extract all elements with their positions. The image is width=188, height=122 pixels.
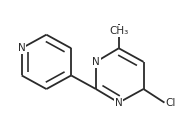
- Text: Cl: Cl: [165, 98, 176, 108]
- Text: N: N: [115, 98, 123, 108]
- Text: N: N: [18, 43, 26, 53]
- Text: N: N: [92, 57, 100, 67]
- Text: CH₃: CH₃: [109, 26, 128, 36]
